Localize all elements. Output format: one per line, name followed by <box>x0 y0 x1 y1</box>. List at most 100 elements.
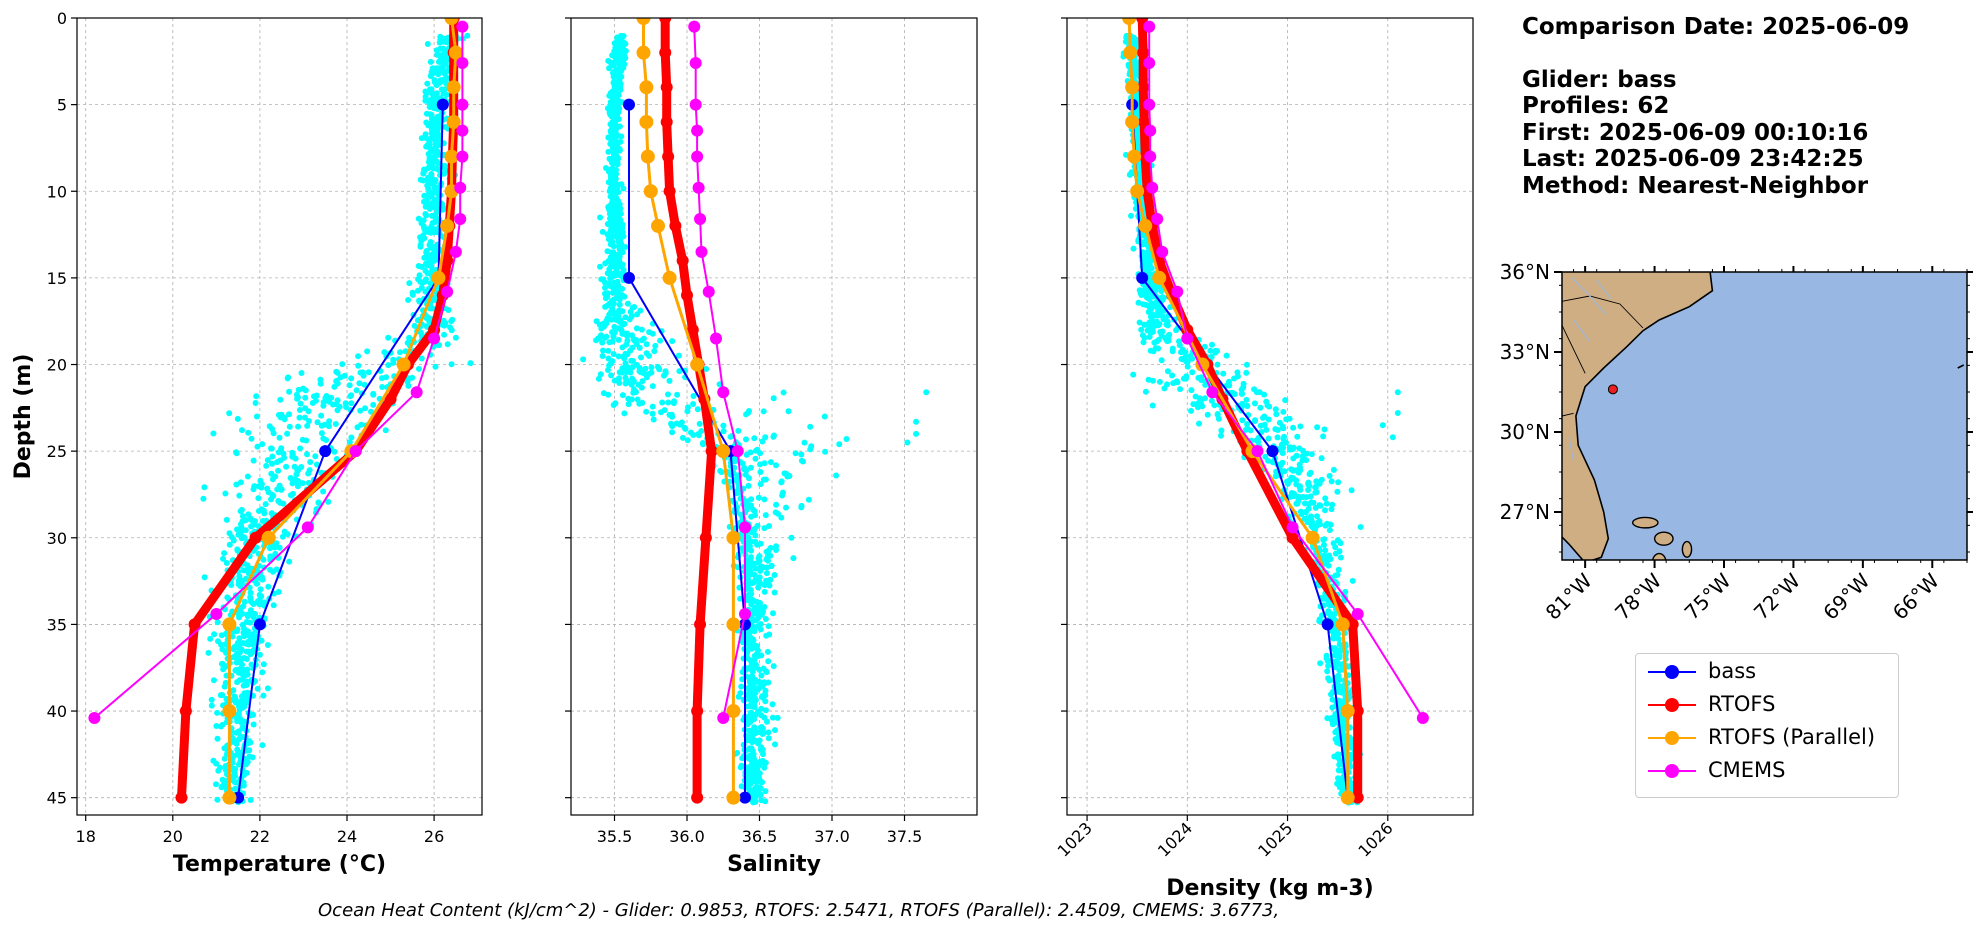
observation-point <box>612 113 618 120</box>
observation-point <box>422 229 429 235</box>
observation-point <box>1338 699 1345 706</box>
observation-point <box>1276 419 1283 426</box>
observation-point <box>1324 668 1331 675</box>
legend-label: bass <box>1708 659 1757 683</box>
observation-point <box>239 513 246 520</box>
observation-point <box>599 353 606 359</box>
series-marker <box>1286 531 1299 544</box>
observation-point <box>222 490 229 497</box>
observation-point <box>1330 466 1337 473</box>
observation-point <box>1288 490 1295 496</box>
series-marker <box>1335 617 1350 632</box>
observation-point <box>420 177 427 184</box>
observation-point <box>758 672 765 679</box>
state-border <box>1562 325 1586 374</box>
observation-point <box>224 594 231 601</box>
observation-point <box>622 55 628 62</box>
observation-point <box>448 318 455 325</box>
observation-point <box>780 389 787 396</box>
observation-point <box>649 403 656 410</box>
series-marker <box>1251 445 1264 458</box>
observation-point <box>640 335 647 342</box>
observation-point <box>1323 500 1330 507</box>
observation-point <box>437 45 444 52</box>
observation-point <box>639 378 646 385</box>
observation-point <box>612 126 619 133</box>
observation-point <box>286 558 293 565</box>
observation-point <box>737 595 744 602</box>
observation-point <box>264 642 271 648</box>
observation-point <box>365 369 372 376</box>
series-marker <box>88 711 101 724</box>
observation-point <box>433 158 440 165</box>
series-marker <box>662 150 675 163</box>
observation-point <box>239 676 246 683</box>
observation-point <box>1317 660 1324 667</box>
observation-point <box>1148 300 1155 307</box>
observation-point <box>320 399 327 406</box>
observation-point <box>436 79 443 86</box>
observation-point <box>348 434 355 441</box>
observation-point <box>604 290 611 297</box>
observation-point <box>233 481 240 488</box>
observation-point <box>432 117 439 124</box>
last-time: Last: 2025-06-09 23:42:25 <box>1522 146 1864 172</box>
legend-item-rtofs-parallel: RTOFS (Parallel) <box>1636 723 1898 753</box>
observation-point <box>1357 524 1364 530</box>
observation-point <box>1195 374 1202 381</box>
observation-point <box>613 196 620 203</box>
observation-point <box>756 666 763 673</box>
series-marker <box>739 618 751 631</box>
observation-point <box>1336 757 1343 764</box>
observation-point <box>1136 319 1143 326</box>
observation-point <box>752 676 759 683</box>
series-marker <box>446 114 461 129</box>
observation-point <box>287 492 294 499</box>
observation-point <box>1149 325 1156 331</box>
observation-point <box>342 400 349 407</box>
series-marker <box>690 357 705 372</box>
observation-point <box>747 464 754 471</box>
observation-point <box>1293 452 1300 459</box>
observation-point <box>1325 675 1332 682</box>
observation-point <box>252 400 259 406</box>
observation-point <box>234 415 241 422</box>
observation-point <box>240 640 247 646</box>
observation-point <box>1290 424 1297 431</box>
x-tick-label: 37.5 <box>887 827 923 846</box>
observation-point <box>748 616 755 623</box>
observation-point <box>638 354 644 361</box>
observation-point <box>1141 321 1148 328</box>
series-marker <box>726 704 741 719</box>
observation-point <box>226 410 233 417</box>
map-latitude-label: 30°N <box>1500 420 1550 444</box>
observation-point <box>607 216 614 223</box>
observation-point <box>243 761 250 768</box>
observation-point <box>427 315 434 322</box>
observation-point <box>748 496 755 503</box>
observation-point <box>1211 402 1218 409</box>
series-marker <box>1346 618 1359 631</box>
series-marker <box>669 219 682 232</box>
observation-point <box>1389 434 1396 441</box>
legend-marker <box>1665 764 1679 778</box>
series-marker <box>253 618 266 631</box>
observation-point <box>762 512 769 519</box>
observation-point <box>355 353 362 360</box>
observation-point <box>1314 513 1320 520</box>
series-marker <box>1351 791 1364 804</box>
observation-point <box>219 692 226 698</box>
observation-point <box>768 562 775 569</box>
observation-point <box>1318 455 1325 462</box>
coastline <box>1562 272 1714 560</box>
observation-point <box>762 788 769 795</box>
observation-point <box>424 251 431 258</box>
series-marker <box>710 332 722 345</box>
observation-point <box>247 651 254 658</box>
observation-point <box>614 93 621 99</box>
observation-point <box>604 270 611 277</box>
observation-point <box>233 666 240 673</box>
series-marker <box>695 245 708 258</box>
observation-point <box>752 455 759 462</box>
observation-point <box>747 556 754 563</box>
